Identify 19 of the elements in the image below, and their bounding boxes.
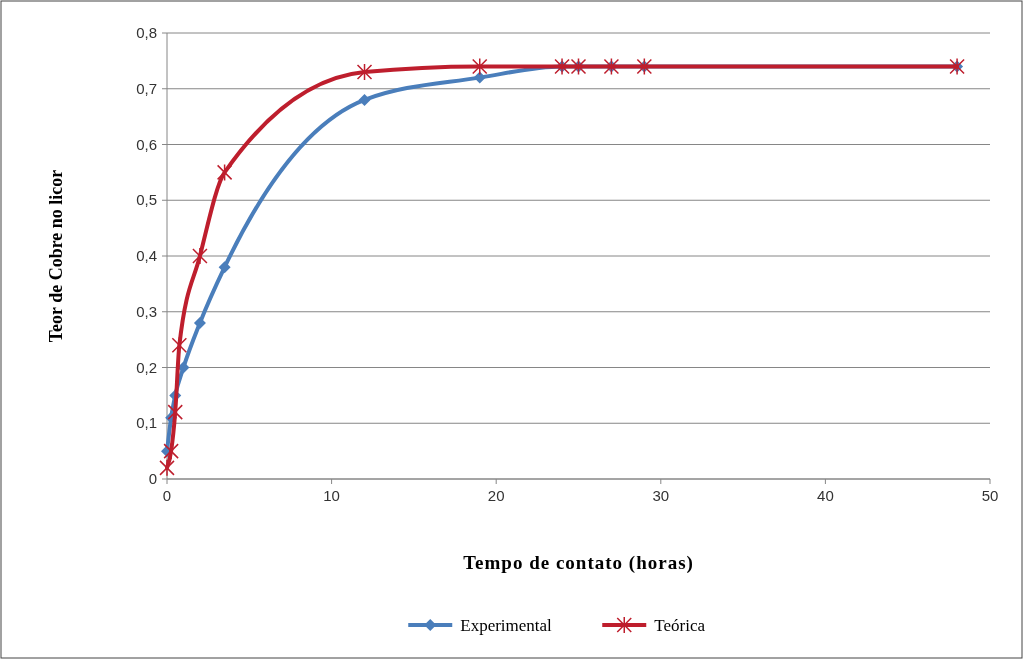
x-axis-title: Tempo de contato (horas) bbox=[463, 552, 694, 574]
legend-label: Experimental bbox=[460, 616, 553, 635]
y-tick-label: 0,1 bbox=[136, 414, 157, 432]
x-tick-label: 40 bbox=[817, 487, 834, 504]
y-tick-label: 0,8 bbox=[136, 24, 157, 41]
y-tick-label: 0,3 bbox=[136, 302, 157, 320]
x-tick-label: 0 bbox=[162, 487, 172, 504]
y-tick-label: 0,6 bbox=[136, 135, 157, 153]
y-tick-label: 0,5 bbox=[136, 191, 157, 209]
legend-label: Teórica bbox=[654, 616, 706, 635]
x-tick-label: 20 bbox=[487, 487, 505, 504]
y-axis-title: Teor de Cobre no licor bbox=[46, 169, 66, 343]
y-tick-label: 0,4 bbox=[136, 247, 157, 264]
y-tick-label: 0,7 bbox=[136, 79, 157, 97]
x-tick-label: 10 bbox=[323, 487, 340, 504]
x-tick-label: 30 bbox=[652, 487, 670, 504]
y-tick-label: 0,2 bbox=[136, 358, 157, 376]
y-tick-label: 0 bbox=[148, 470, 157, 487]
x-tick-label: 50 bbox=[981, 487, 999, 504]
